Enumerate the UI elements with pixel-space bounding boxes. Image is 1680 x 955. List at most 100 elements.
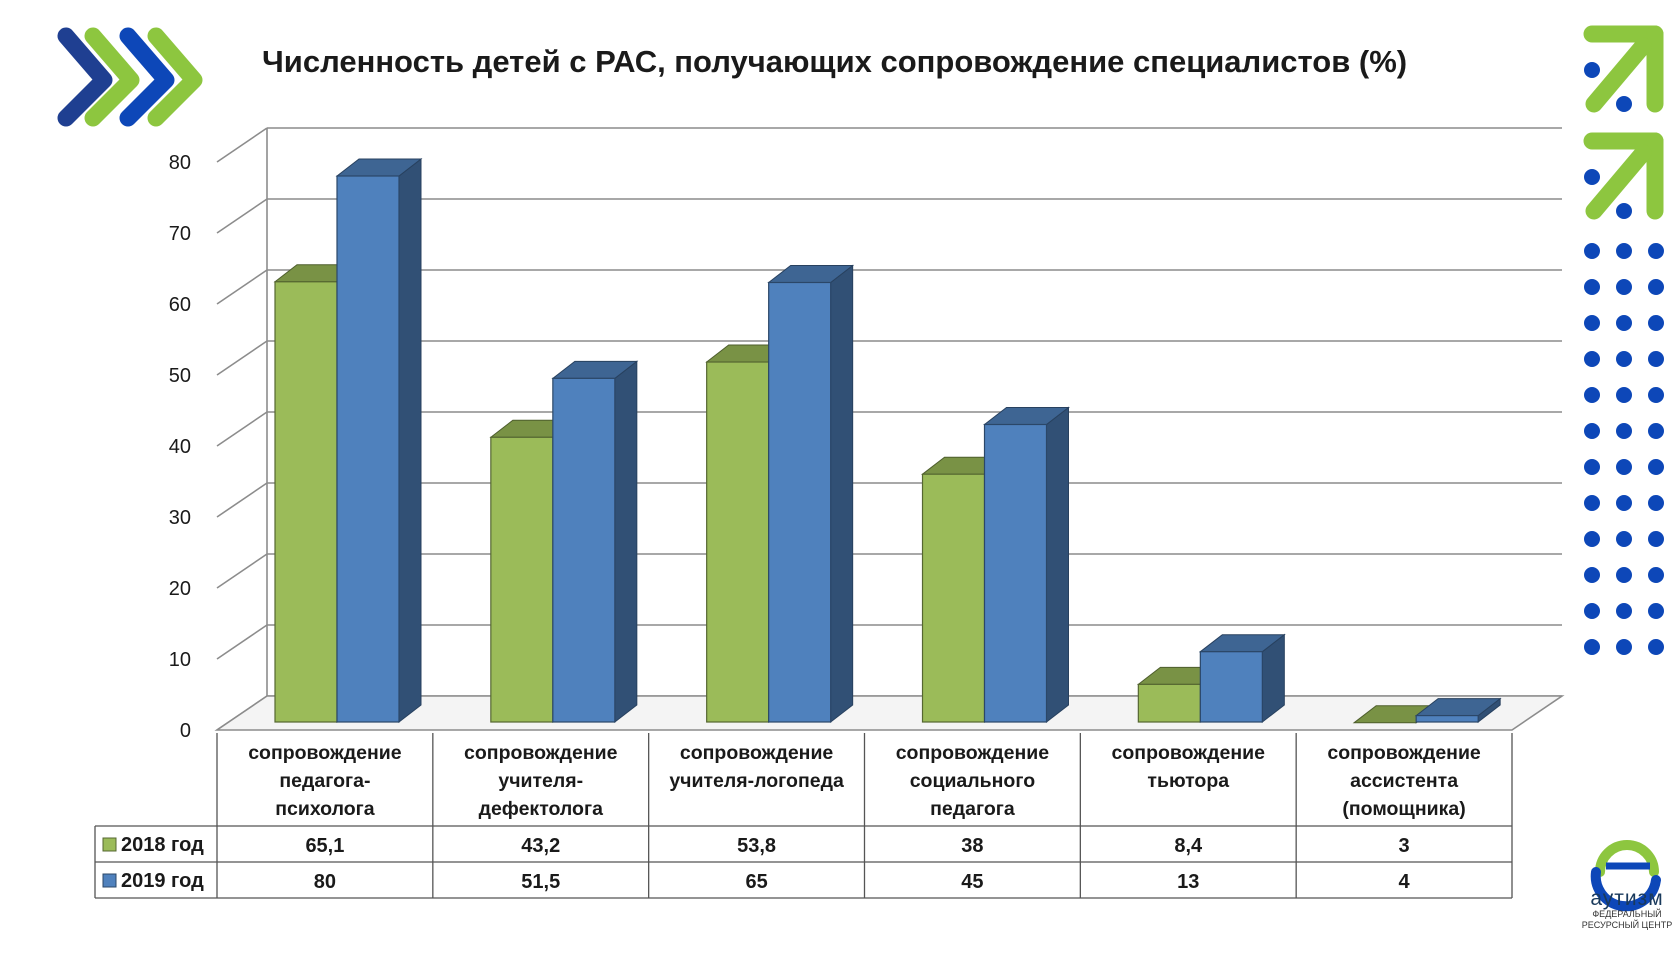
bar-side	[398, 157, 422, 724]
dot-icon	[1584, 351, 1600, 367]
category-label: ассистента	[1350, 770, 1458, 792]
y-tick-label: 80	[169, 152, 191, 174]
dot-icon	[1584, 495, 1600, 511]
dot-icon	[1584, 459, 1600, 475]
dot-icon	[1584, 387, 1600, 403]
bar	[1415, 714, 1479, 723]
dot-icon	[1648, 459, 1664, 475]
dot-icon	[1584, 243, 1600, 259]
category-label: сопровождение	[464, 742, 618, 764]
bar-side	[1046, 406, 1069, 724]
chevron-icon	[57, 27, 113, 127]
chart-title: Численность детей с РАС, получающих сопр…	[262, 44, 1408, 79]
legend-label: 2018 год	[121, 834, 204, 856]
category-label: учителя-	[498, 770, 583, 792]
dot-icon	[1616, 387, 1632, 403]
dot-icon	[1648, 387, 1664, 403]
bar	[1199, 651, 1263, 723]
grid-depth-line	[216, 553, 268, 589]
data-label: 65	[745, 871, 767, 893]
data-label: 3	[1399, 835, 1410, 857]
data-label: 8,4	[1174, 835, 1203, 857]
dot-icon	[1616, 423, 1632, 439]
data-label: 4	[1399, 871, 1411, 893]
grid-depth-line	[216, 340, 268, 376]
grid-depth-line	[216, 482, 268, 518]
arrow-icon	[1585, 144, 1652, 220]
y-tick-label: 50	[169, 365, 191, 387]
y-tick-label: 60	[169, 294, 191, 316]
dot-icon	[1584, 62, 1600, 78]
dot-icon	[1616, 203, 1632, 219]
category-label: сопровождение	[1112, 742, 1266, 764]
dot-icon	[1616, 639, 1632, 655]
grid-depth-line	[216, 269, 268, 305]
brand-subtitle: ФЕДЕРАЛЬНЫЙ	[1592, 908, 1661, 919]
dot-icon	[1648, 315, 1664, 331]
dot-icon	[1584, 639, 1600, 655]
chevron-icon	[147, 27, 203, 127]
dot-icon	[1616, 603, 1632, 619]
bar	[490, 436, 554, 723]
dot-icon	[1616, 567, 1632, 583]
dot-icon	[1584, 315, 1600, 331]
dot-icon	[1616, 279, 1632, 295]
bar	[1137, 683, 1201, 723]
data-label: 80	[314, 871, 336, 893]
dot-icon	[1616, 351, 1632, 367]
category-label: сопровождение	[680, 742, 834, 764]
y-tick-label: 10	[169, 649, 191, 671]
brand-name: аутизм	[1590, 887, 1663, 910]
category-label: дефектолога	[479, 798, 604, 820]
dot-icon	[1648, 567, 1664, 583]
data-label: 45	[961, 871, 983, 893]
dot-icon	[1648, 495, 1664, 511]
category-label: сопровождение	[1327, 742, 1481, 764]
legend-swatch	[102, 873, 117, 888]
dot-icon	[1648, 603, 1664, 619]
category-label: педагога	[930, 798, 1015, 820]
grid-depth-line	[216, 624, 268, 660]
bar	[274, 281, 338, 723]
category-label: сопровождение	[896, 742, 1050, 764]
dot-icon	[1648, 351, 1664, 367]
chevron-icon	[119, 27, 175, 127]
grid-depth-line	[216, 127, 268, 163]
category-label: (помощника)	[1342, 798, 1465, 820]
dot-icon	[1648, 423, 1664, 439]
category-label: сопровождение	[248, 742, 402, 764]
legend-label: 2019 год	[121, 870, 204, 892]
dot-icon	[1584, 603, 1600, 619]
dot-icon	[1616, 531, 1632, 547]
data-label: 43,2	[521, 835, 560, 857]
grid-depth-line	[216, 198, 268, 234]
dot-icon	[1616, 495, 1632, 511]
data-label: 38	[961, 835, 983, 857]
data-label: 53,8	[737, 835, 776, 857]
data-label: 51,5	[521, 871, 560, 893]
category-label: психолога	[275, 798, 375, 820]
dot-icon	[1584, 567, 1600, 583]
dot-icon	[1616, 459, 1632, 475]
logo-icon	[1590, 867, 1661, 912]
y-tick-label: 70	[169, 223, 191, 245]
dot-icon	[1584, 531, 1600, 547]
dot-icon	[1584, 423, 1600, 439]
data-label: 13	[1177, 871, 1199, 893]
y-tick-label: 30	[169, 507, 191, 529]
dot-icon	[1616, 243, 1632, 259]
category-label: тьютора	[1147, 770, 1229, 792]
bar-side	[830, 264, 854, 724]
bar	[552, 377, 616, 723]
bar	[921, 473, 986, 723]
bar	[768, 281, 832, 723]
dot-icon	[1616, 315, 1632, 331]
dot-icon	[1584, 279, 1600, 295]
dot-icon	[1584, 169, 1600, 185]
dot-icon	[1648, 531, 1664, 547]
dot-icon	[1648, 243, 1664, 259]
legend-swatch	[102, 837, 117, 852]
category-label: учителя-логопеда	[669, 770, 844, 792]
brand-subtitle: РЕСУРСНЫЙ ЦЕНТР	[1582, 919, 1672, 930]
